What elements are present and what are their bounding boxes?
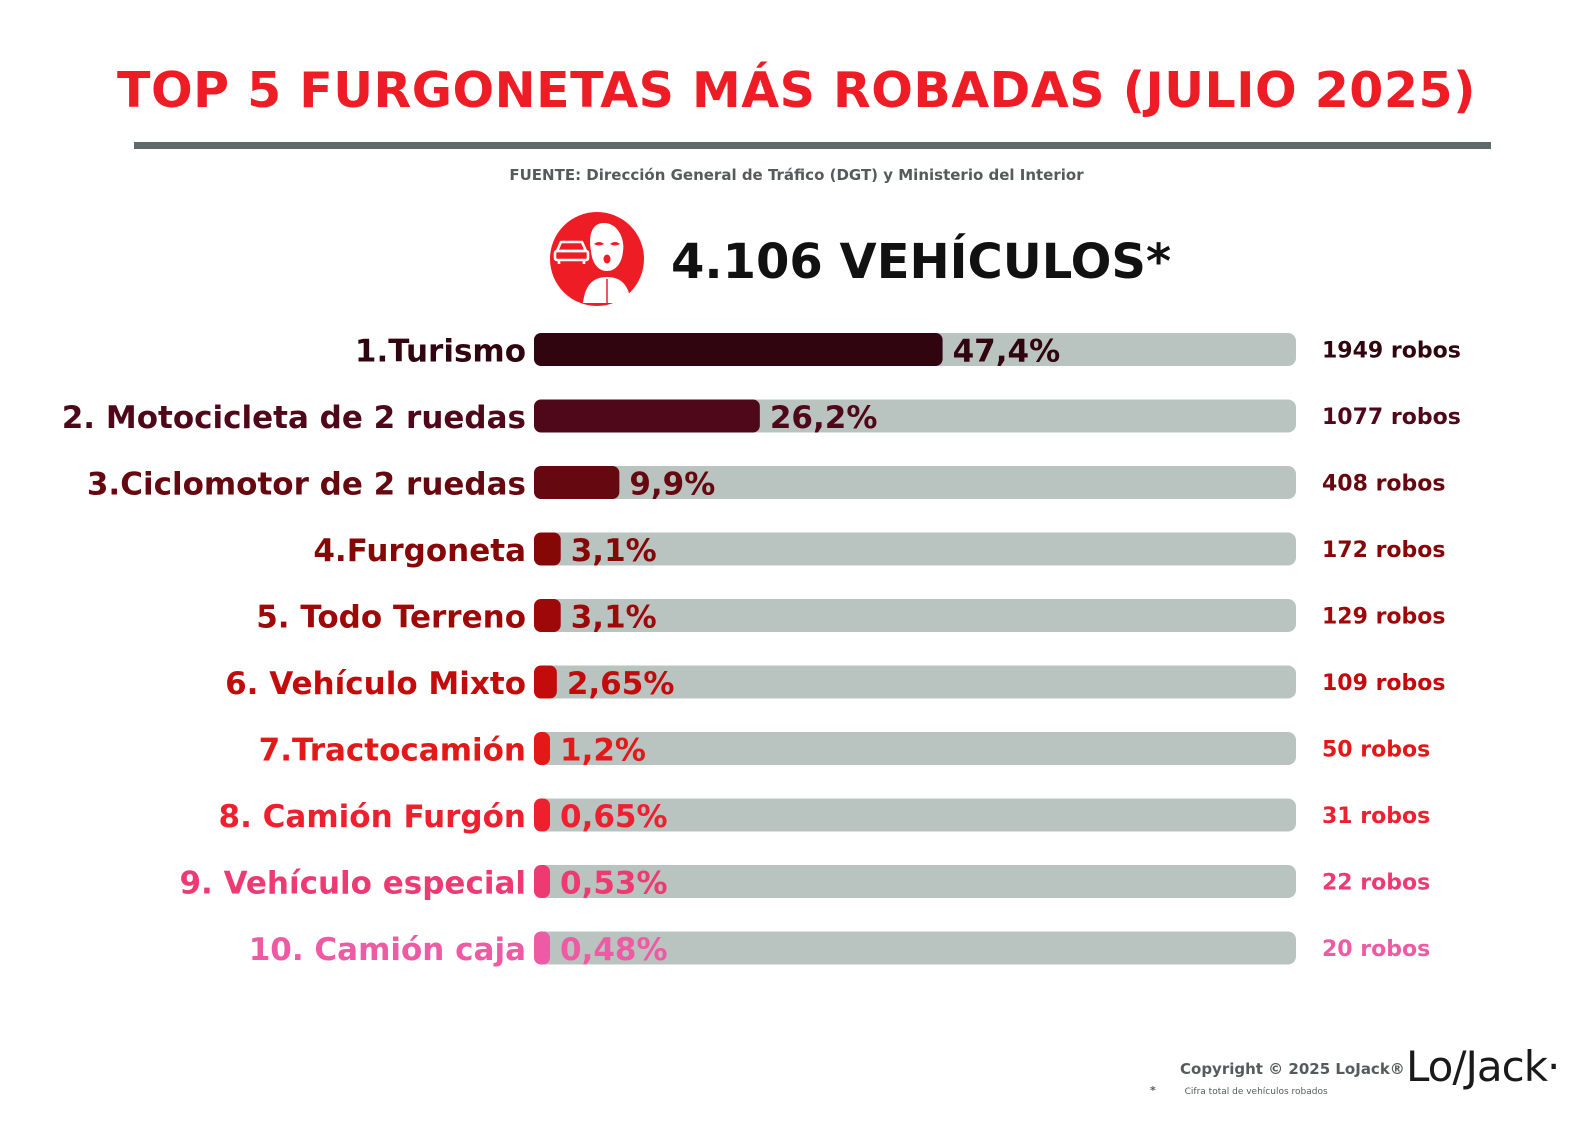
bar [534,399,760,433]
copyright: Copyright © 2025 LoJack® [1180,1060,1405,1078]
bar [534,599,561,632]
value-label: 3,1% [571,600,657,636]
footnote: * Cifra total de vehículos robados [1150,1084,1390,1097]
masked-thief-car-icon [550,212,644,306]
category-label: 8. Camión Furgón [219,799,526,835]
category-label: 6. Vehículo Mixto [225,666,526,702]
category-label: 4.Furgoneta [313,533,526,569]
bar [534,732,550,765]
category-label: 1.Turismo [355,334,526,370]
bar [534,532,561,566]
bar [534,931,550,965]
value-label: 2,65% [567,666,675,702]
count-label: 1077 robos [1322,405,1461,430]
bar [534,333,943,366]
count-label: 408 robos [1322,472,1446,497]
value-label: 0,53% [560,866,668,902]
bar-track [534,732,1296,765]
total-vehicles-headline: 4.106 VEHÍCULOS* [671,234,1172,290]
count-label: 20 robos [1322,937,1430,962]
category-label: 5. Todo Terreno [256,600,526,636]
category-label: 9. Vehículo especial [179,866,526,902]
count-label: 31 robos [1322,804,1430,829]
value-label: 47,4% [953,334,1061,370]
footnote-mark: * [1150,1084,1156,1097]
bar-track [534,599,1296,632]
title-divider [134,142,1491,149]
bar-track [534,466,1296,499]
bar-track [534,798,1296,832]
count-label: 1949 robos [1322,339,1461,364]
category-label: 3.Ciclomotor de 2 ruedas [87,467,526,503]
bar-track [534,865,1296,898]
category-label: 7.Tractocamión [259,733,526,769]
count-label: 172 robos [1322,538,1446,563]
source-note: FUENTE: Dirección General de Tráfico (DG… [509,166,1084,184]
lojack-logo: Lo/Jack· [1406,1042,1560,1091]
bar [534,466,620,499]
value-label: 0,65% [560,799,668,835]
value-label: 9,9% [629,467,715,503]
category-label: 2. Motocicleta de 2 ruedas [62,400,526,436]
bar [534,665,557,699]
bar-track [534,931,1296,965]
count-label: 129 robos [1322,605,1446,630]
bar-track [534,665,1296,699]
bar-track [534,532,1296,566]
chart-title: TOP 5 FURGONETAS MÁS ROBADAS (JULIO 2025… [117,62,1476,119]
value-label: 0,48% [560,932,668,968]
value-label: 26,2% [770,400,878,436]
bar-chart: 1.Turismo 47,4% 1949 robos 2. Motocicleta d… [62,333,1461,968]
count-label: 50 robos [1322,738,1430,763]
footnote-text: Cifra total de vehículos robados [1184,1087,1328,1097]
bar [534,865,550,898]
count-label: 22 robos [1322,871,1430,896]
category-label: 10. Camión caja [249,932,526,968]
count-label: 109 robos [1322,671,1446,696]
value-label: 3,1% [571,533,657,569]
value-label: 1,2% [560,733,646,769]
bar [534,798,550,832]
